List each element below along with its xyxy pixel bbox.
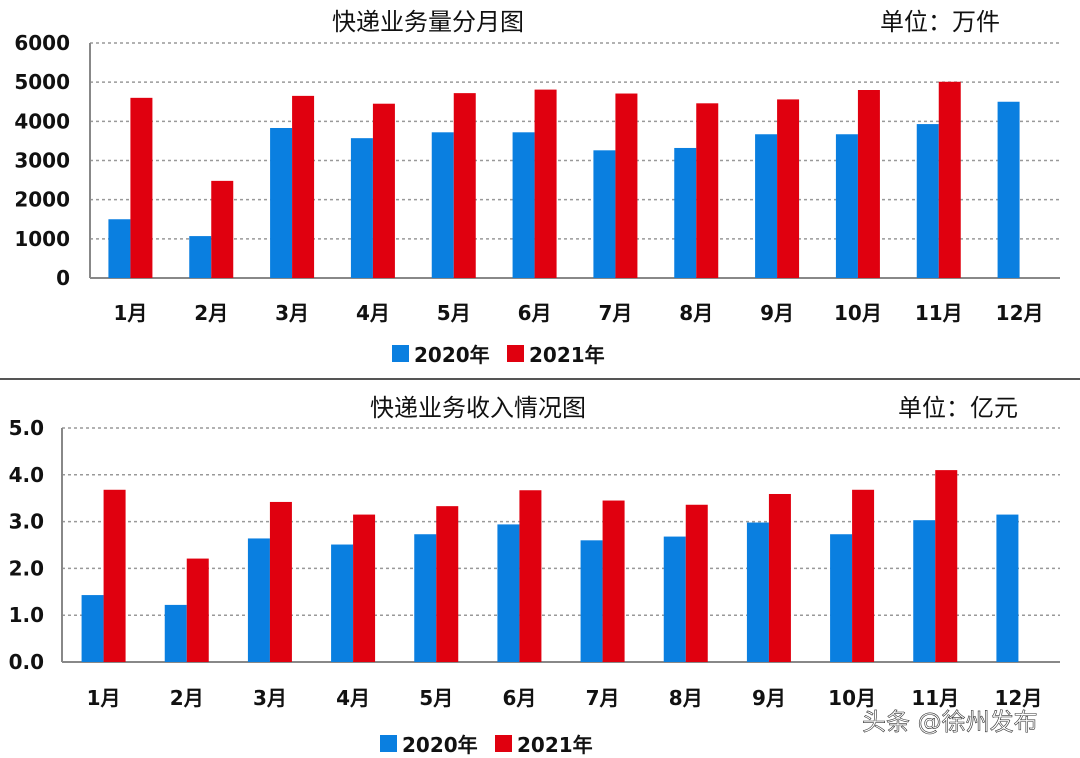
- unit-label: 单位：亿元: [898, 394, 1018, 422]
- y-tick-label: 2000: [14, 188, 70, 212]
- bar-2021年-10月: [852, 489, 875, 662]
- watermark: 头条 @徐州发布: [862, 708, 1038, 736]
- bar-2021年-5月: [436, 506, 459, 662]
- bar-2021年-6月: [519, 490, 542, 662]
- bar-2020年-7月: [580, 540, 603, 662]
- bar-2020年-3月: [247, 538, 270, 662]
- bar-2021年-11月: [938, 81, 961, 279]
- bar-2020年-12月: [997, 101, 1020, 278]
- bar-2020年-11月: [916, 124, 939, 278]
- x-tick-label: 6月: [518, 301, 552, 325]
- x-tick-label: 7月: [586, 686, 620, 710]
- chart-2: 快递业务收入情况图 单位：亿元 0.0 1.0 2.0 3.0 4.0 5.0 1月 2月 3月 4月…: [9, 394, 1060, 757]
- bar-2021年-8月: [696, 103, 719, 278]
- x-tick-label: 5月: [437, 301, 471, 325]
- legend-label: 2020年: [414, 343, 490, 367]
- bar-2021年-5月: [453, 93, 476, 278]
- bar-2020年-8月: [663, 536, 686, 662]
- legend-label: 2021年: [517, 733, 593, 757]
- y-tick-label: 6000: [14, 31, 70, 55]
- x-tick-label: 6月: [502, 686, 536, 710]
- bar-2020年-4月: [350, 138, 373, 278]
- bar-2020年-11月: [913, 520, 936, 662]
- bar-2020年-3月: [270, 127, 293, 278]
- y-tick-label: 0.0: [9, 650, 44, 674]
- legend-swatch: [495, 735, 512, 752]
- x-tick-label: 3月: [275, 301, 309, 325]
- bar-2021年-2月: [186, 558, 209, 662]
- x-tick-label: 8月: [669, 686, 703, 710]
- x-tick-label: 2月: [170, 686, 204, 710]
- bar-2021年-9月: [768, 493, 791, 662]
- bar-2020年-9月: [755, 134, 778, 278]
- bar-2021年-6月: [534, 89, 557, 278]
- bar-2020年-1月: [108, 219, 131, 278]
- y-tick-label: 3.0: [9, 510, 44, 534]
- x-tick-label: 12月: [994, 686, 1042, 710]
- bar-2020年-6月: [497, 524, 520, 662]
- chart-title: 快递业务收入情况图: [370, 394, 586, 422]
- bar-2020年-5月: [431, 132, 454, 278]
- bar-2020年-10月: [835, 134, 858, 278]
- x-tick-label: 11月: [911, 686, 959, 710]
- bar-2021年-3月: [292, 95, 315, 278]
- x-tick-label: 10月: [828, 686, 876, 710]
- legend-swatch: [507, 345, 524, 362]
- x-tick-label: 10月: [834, 301, 882, 325]
- x-tick-label: 9月: [760, 301, 794, 325]
- bar-2020年-10月: [830, 534, 853, 662]
- chart-title: 快递业务量分月图: [332, 8, 524, 36]
- legend-swatch: [380, 735, 397, 752]
- unit-label: 单位：万件: [880, 8, 1000, 36]
- legend-label: 2020年: [402, 733, 478, 757]
- x-tick-label: 1月: [113, 301, 147, 325]
- legend-swatch: [392, 345, 409, 362]
- y-tick-label: 5.0: [9, 416, 44, 440]
- bar-2020年-7月: [593, 150, 616, 278]
- bar-2021年-11月: [935, 470, 958, 662]
- x-tick-label: 11月: [915, 301, 963, 325]
- bar-2021年-4月: [353, 514, 376, 662]
- bar-2021年-8月: [685, 504, 708, 662]
- x-tick-label: 4月: [356, 301, 390, 325]
- bar-2020年-2月: [164, 604, 187, 662]
- y-tick-label: 1000: [14, 227, 70, 251]
- y-tick-label: 5000: [14, 70, 70, 94]
- bar-2020年-2月: [189, 236, 212, 278]
- x-tick-label: 3月: [253, 686, 287, 710]
- bar-2021年-1月: [103, 489, 126, 662]
- x-tick-label: 8月: [679, 301, 713, 325]
- bar-2020年-1月: [81, 595, 104, 662]
- bar-2020年-6月: [512, 132, 535, 278]
- bar-2020年-12月: [996, 514, 1019, 662]
- bar-2020年-9月: [746, 522, 769, 662]
- x-tick-label: 1月: [87, 686, 121, 710]
- y-tick-label: 4000: [14, 109, 70, 133]
- bar-2021年-7月: [615, 93, 638, 279]
- y-tick-label: 1.0: [9, 603, 44, 627]
- y-tick-label: 3000: [14, 149, 70, 173]
- x-tick-label: 12月: [996, 301, 1044, 325]
- bar-2020年-4月: [331, 544, 354, 662]
- bar-2020年-5月: [414, 534, 437, 662]
- x-tick-label: 9月: [752, 686, 786, 710]
- bar-2021年-10月: [857, 90, 880, 278]
- x-tick-label: 5月: [419, 686, 453, 710]
- x-tick-label: 7月: [598, 301, 632, 325]
- chart-1: 快递业务量分月图 单位：万件 0 1000 2000 3000 4000 5000 6000 1月…: [14, 8, 1060, 367]
- bar-2021年-1月: [130, 97, 153, 278]
- bar-2021年-9月: [777, 99, 800, 279]
- y-tick-label: 4.0: [9, 463, 44, 487]
- y-tick-label: 2.0: [9, 556, 44, 580]
- x-tick-label: 2月: [194, 301, 228, 325]
- y-tick-label: 0: [56, 266, 70, 290]
- bar-2021年-2月: [211, 180, 234, 278]
- bar-2021年-7月: [602, 500, 625, 662]
- x-tick-label: 4月: [336, 686, 370, 710]
- bar-2021年-4月: [372, 103, 395, 278]
- legend-label: 2021年: [529, 343, 605, 367]
- bar-2021年-3月: [269, 501, 292, 662]
- bar-2020年-8月: [674, 147, 697, 278]
